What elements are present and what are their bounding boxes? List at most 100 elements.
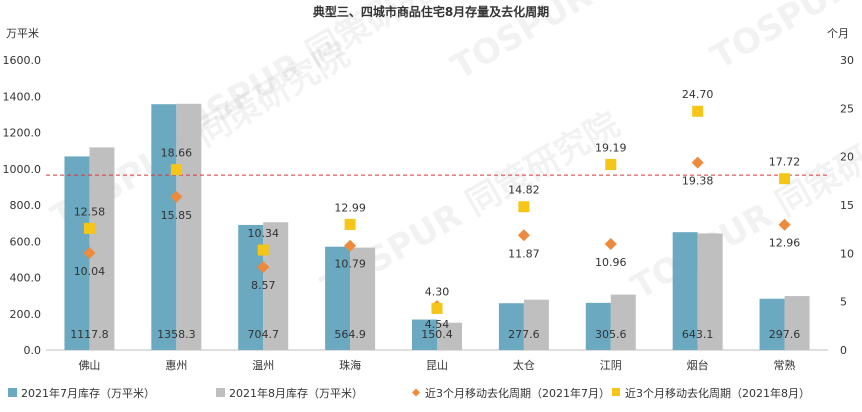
left-axis-tick: 800.0 bbox=[10, 199, 42, 212]
bar-2021-08-label: 1117.8 bbox=[70, 328, 109, 341]
bar-2021-07 bbox=[759, 298, 785, 350]
bar-2021-07 bbox=[412, 319, 437, 350]
x-axis-tick: 昆山 bbox=[426, 359, 448, 372]
x-axis-tick: 太仓 bbox=[513, 358, 535, 372]
legend-label: 近3个月移动去化周期（2021年8月） bbox=[625, 386, 810, 400]
legend-label: 近3个月移动去化周期（2021年7月） bbox=[425, 386, 610, 400]
data-labels-layer: 1117.8 10.04 12.58 1358.3 15.85 18.66 704.7 8.5… bbox=[70, 88, 800, 341]
marker-2021-07 bbox=[344, 239, 357, 252]
right-axis-tick: 20 bbox=[840, 151, 854, 164]
left-axis-tick: 1400.0 bbox=[3, 90, 42, 103]
left-axis-unit: 万平米 bbox=[6, 27, 39, 40]
bar-2021-08 bbox=[89, 147, 115, 350]
bar-2021-08 bbox=[610, 294, 636, 350]
left-axis-tick: 1200.0 bbox=[3, 127, 42, 140]
left-axis-tick: 0.0 bbox=[24, 344, 42, 357]
legend-label: 2021年7月库存（万平米） bbox=[21, 386, 155, 400]
bar-2021-08-label: 564.9 bbox=[334, 328, 366, 341]
marker-2021-08 bbox=[83, 222, 95, 234]
marker-2021-08 bbox=[344, 218, 356, 230]
bar-2021-08 bbox=[263, 222, 289, 350]
left-axis-tick: 600.0 bbox=[10, 235, 42, 248]
marker-2021-07-label: 10.04 bbox=[74, 265, 106, 278]
marker-2021-08-label: 14.82 bbox=[508, 184, 540, 197]
bar-2021-08-label: 277.6 bbox=[508, 328, 540, 341]
marker-2021-08 bbox=[518, 201, 530, 213]
bar-2021-07 bbox=[585, 302, 611, 350]
bar-2021-07 bbox=[151, 104, 177, 350]
marker-2021-07 bbox=[257, 261, 270, 274]
bar-2021-08 bbox=[176, 103, 202, 350]
bar-2021-08-label: 643.1 bbox=[682, 328, 714, 341]
marker-2021-08-label: 24.70 bbox=[682, 88, 714, 101]
x-axis-tick: 佛山 bbox=[78, 359, 100, 372]
legend-label: 2021年8月库存（万平米） bbox=[229, 386, 363, 400]
bar-2021-08 bbox=[350, 247, 376, 350]
right-axis-tick: 10 bbox=[840, 247, 854, 260]
marker-2021-08 bbox=[257, 244, 269, 256]
marker-2021-08 bbox=[170, 164, 182, 176]
marker-2021-08-label: 4.30 bbox=[425, 285, 450, 298]
bar-2021-07 bbox=[498, 303, 524, 350]
right-axis-tick: 30 bbox=[840, 54, 854, 67]
right-axis-tick: 15 bbox=[840, 199, 854, 212]
x-axis-tick: 珠海 bbox=[339, 358, 361, 372]
right-axis-tick: 5 bbox=[840, 296, 847, 309]
bar-2021-08 bbox=[697, 233, 723, 350]
marker-2021-08 bbox=[692, 105, 704, 117]
marker-2021-07-label: 12.96 bbox=[769, 237, 801, 250]
marker-2021-07-label: 8.57 bbox=[251, 279, 276, 292]
bars-layer bbox=[64, 103, 810, 350]
legend-swatch bbox=[612, 388, 620, 396]
marker-2021-08-label: 18.66 bbox=[161, 147, 193, 160]
left-axis-tick: 1000.0 bbox=[3, 163, 42, 176]
marker-2021-08-label: 10.34 bbox=[247, 227, 279, 240]
x-axis-tick: 常熟 bbox=[774, 358, 796, 372]
right-axis-tick: 25 bbox=[840, 102, 854, 115]
marker-2021-08 bbox=[605, 158, 617, 170]
right-axis-unit: 个月 bbox=[827, 27, 849, 40]
bar-2021-08 bbox=[437, 322, 462, 350]
marker-2021-07-label: 11.87 bbox=[508, 247, 540, 260]
x-axis-tick: 温州 bbox=[252, 359, 274, 372]
marker-2021-07-label: 4.54 bbox=[425, 318, 450, 331]
chart-title: 典型三、四城市商品住宅8月存量及去化周期 bbox=[313, 4, 549, 19]
bar-2021-07 bbox=[325, 246, 351, 350]
right-axis-tick: 0 bbox=[840, 344, 847, 357]
legend-swatch bbox=[8, 388, 17, 397]
marker-2021-07-label: 19.38 bbox=[682, 175, 714, 188]
marker-2021-07-label: 10.96 bbox=[595, 256, 627, 269]
bar-2021-08-label: 704.7 bbox=[247, 328, 279, 341]
bar-2021-08-label: 150.4 bbox=[421, 328, 453, 341]
left-axis-tick: 1600.0 bbox=[3, 54, 42, 67]
marker-2021-08-label: 12.99 bbox=[334, 201, 366, 214]
marker-2021-08-label: 12.58 bbox=[74, 205, 106, 218]
marker-2021-07-label: 15.85 bbox=[161, 209, 193, 222]
left-axis-tick: 400.0 bbox=[10, 272, 42, 285]
legend-swatch bbox=[412, 388, 420, 397]
marker-2021-07 bbox=[517, 229, 530, 242]
x-axis-tick: 烟台 bbox=[687, 358, 709, 372]
markers-layer bbox=[83, 105, 791, 314]
marker-2021-07-label: 10.79 bbox=[334, 258, 366, 271]
bar-2021-08 bbox=[523, 299, 549, 350]
marker-2021-07 bbox=[778, 218, 791, 231]
marker-2021-08 bbox=[779, 173, 791, 185]
marker-2021-07 bbox=[604, 238, 617, 251]
bar-2021-07 bbox=[672, 232, 698, 350]
bar-2021-08-label: 1358.3 bbox=[157, 328, 196, 341]
watermark-text: TOSPUR 同策研究院 bbox=[625, 105, 862, 308]
bar-2021-08 bbox=[784, 296, 810, 350]
legend-swatch bbox=[216, 388, 225, 397]
marker-2021-08-label: 17.72 bbox=[769, 156, 801, 169]
x-axis-tick: 江阴 bbox=[600, 359, 622, 372]
left-axis-tick: 200.0 bbox=[10, 308, 42, 321]
bar-2021-08-label: 305.6 bbox=[595, 328, 627, 341]
marker-2021-07 bbox=[170, 190, 183, 203]
x-axis-tick: 惠州 bbox=[165, 358, 187, 372]
bar-2021-08-label: 297.6 bbox=[769, 328, 801, 341]
marker-2021-08-label: 19.19 bbox=[595, 141, 627, 154]
marker-2021-08 bbox=[431, 302, 443, 314]
marker-2021-07 bbox=[83, 246, 96, 259]
